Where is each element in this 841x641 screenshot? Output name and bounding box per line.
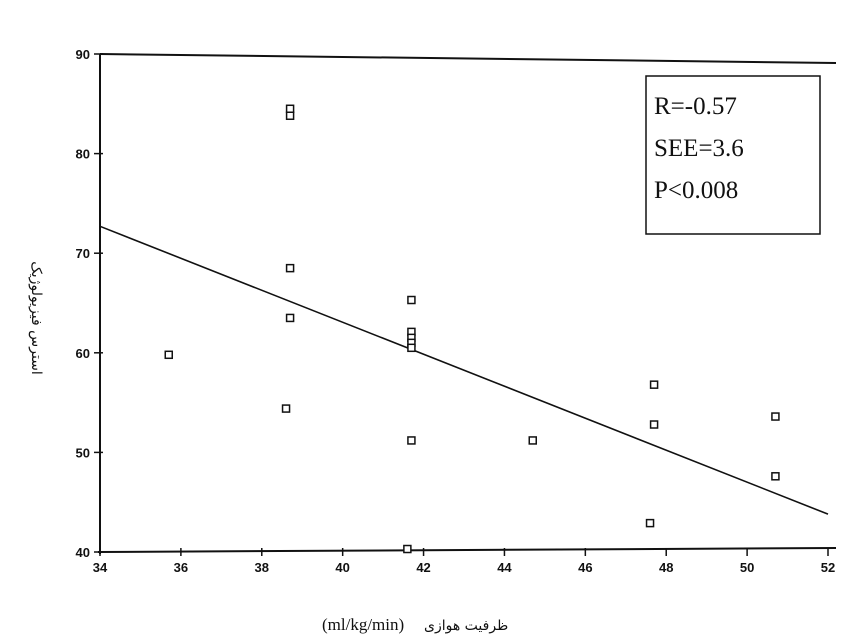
data-point: [281, 404, 291, 413]
stat-r: R=-0.57: [654, 93, 737, 120]
x-tick-label: 36: [174, 560, 188, 575]
data-point: [164, 350, 174, 360]
data-point: [285, 111, 295, 121]
x-tick-label: 42: [416, 560, 430, 575]
y-axis-title: استرس فیزیولوژیک: [28, 261, 44, 375]
x-axis-title-unit: (ml/kg/min): [322, 615, 404, 634]
x-tick-label: 46: [578, 560, 592, 575]
data-point: [285, 263, 295, 273]
plot-frame: [97, 53, 837, 554]
stats-box: R=-0.57 SEE=3.6 P<0.008: [645, 75, 821, 235]
y-tick-label: 80: [76, 147, 90, 162]
data-point: [407, 343, 416, 353]
stat-p: P<0.008: [654, 177, 738, 204]
stats-box-frame: [645, 75, 821, 235]
x-axis-title-text: ظرفیت هوازی: [424, 618, 508, 634]
data-point: [771, 412, 780, 421]
y-tick-label: 90: [76, 47, 90, 62]
data-point: [407, 436, 416, 445]
regression-line: [99, 225, 829, 515]
data-point: [771, 472, 780, 481]
data-point: [285, 313, 295, 323]
x-tick-label: 44: [497, 560, 512, 575]
regression-line-layer: [99, 225, 829, 515]
x-tick-label: 34: [93, 560, 108, 575]
data-point: [528, 436, 538, 445]
data-point: [407, 295, 416, 305]
y-tick-label: 70: [76, 246, 90, 261]
data-point: [285, 104, 295, 114]
x-axis: 34 36 38 40 42 44 46 48 50 52: [93, 548, 835, 575]
x-tick-label: 48: [659, 560, 673, 575]
data-point: [649, 380, 659, 389]
x-axis-line: [97, 547, 837, 553]
x-tick-label: 52: [821, 560, 835, 575]
data-point: [645, 518, 655, 528]
y-tick-label: 60: [76, 346, 90, 361]
data-point: [649, 420, 659, 429]
stat-see: SEE=3.6: [654, 135, 744, 162]
x-tick-label: 38: [255, 560, 269, 575]
y-axis: 40 50 60 70 80 90: [76, 47, 103, 560]
x-tick-label: 50: [740, 560, 754, 575]
y-tick-label: 50: [76, 445, 90, 460]
data-points: [164, 104, 780, 554]
y-tick-label: 40: [76, 545, 90, 560]
plot-top-border: [99, 53, 837, 64]
x-axis-title: (ml/kg/min) ظرفیت هوازی: [322, 615, 508, 634]
data-point: [403, 544, 412, 554]
x-tick-label: 40: [335, 560, 349, 575]
